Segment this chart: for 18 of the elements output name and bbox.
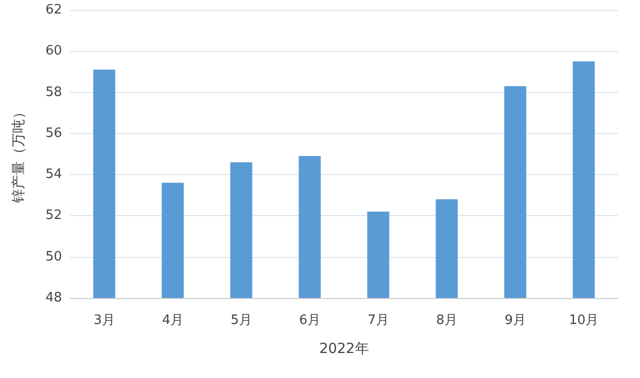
y-tick-label: 62	[45, 2, 62, 18]
y-axis-title: 锌产量（万吨）	[11, 105, 27, 204]
y-tick-label: 54	[45, 167, 62, 182]
y-tick-label: 56	[45, 126, 62, 141]
x-tick-label: 5月	[230, 313, 252, 328]
x-tick-label: 3月	[94, 313, 115, 328]
y-tick-label: 52	[45, 208, 62, 224]
x-tick-label: 4月	[162, 313, 184, 328]
x-tick-label: 7月	[368, 313, 389, 328]
x-axis-title: 2022年	[319, 341, 369, 357]
x-tick-label: 8月	[436, 313, 458, 328]
y-tick-label: 58	[45, 84, 62, 100]
y-tick-label: 60	[45, 44, 62, 59]
y-tick-label: 48	[45, 290, 62, 306]
x-tick-label: 6月	[299, 313, 320, 328]
y-tick-label: 50	[45, 249, 62, 264]
x-tick-label: 9月	[504, 313, 526, 328]
x-tick-label: 10月	[568, 313, 599, 328]
